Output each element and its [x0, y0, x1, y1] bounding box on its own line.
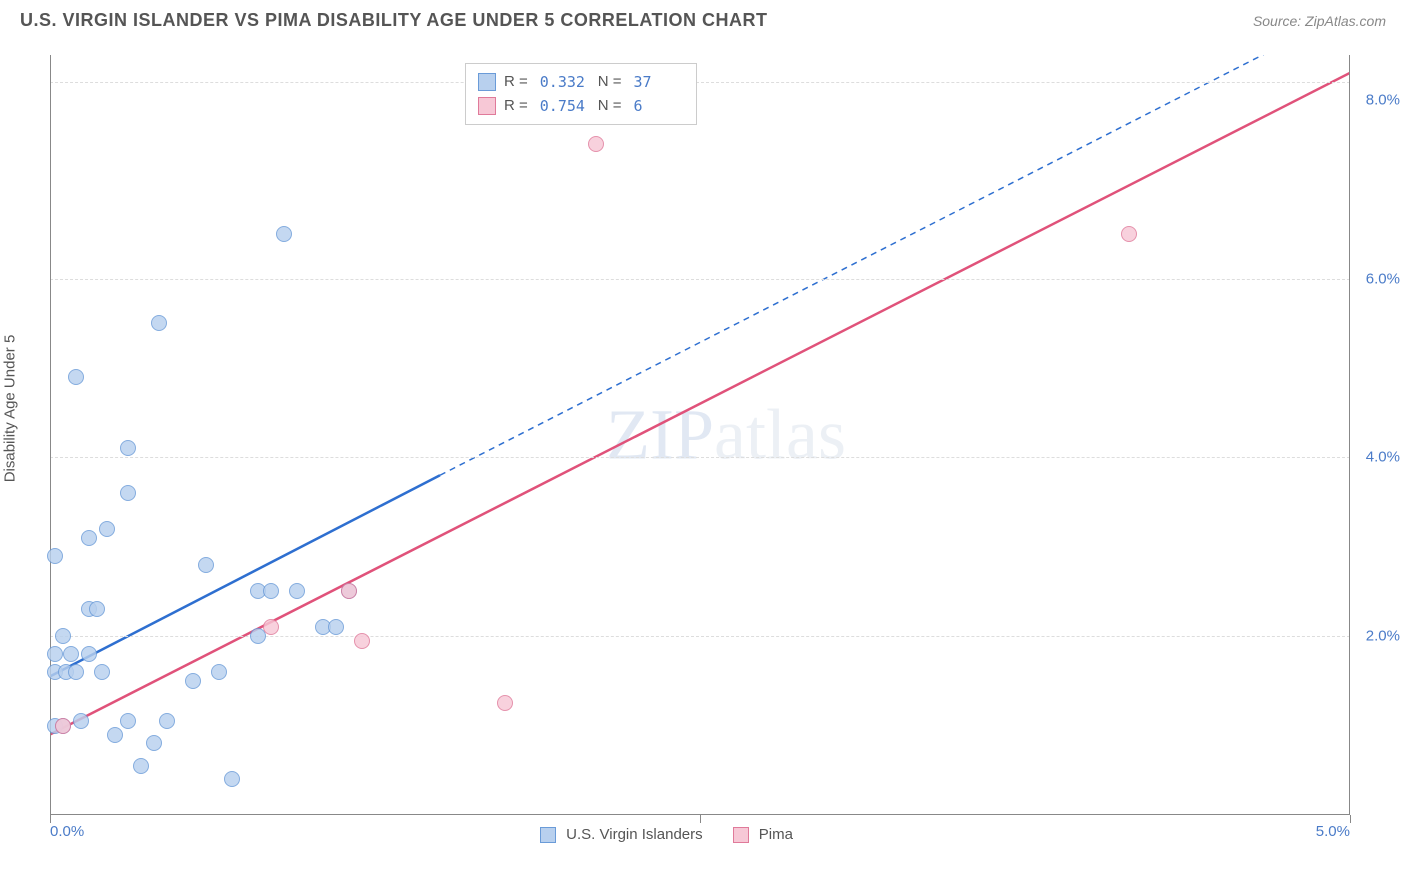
data-point — [328, 619, 344, 635]
y-axis-label: Disability Age Under 5 — [2, 335, 19, 483]
data-point — [68, 369, 84, 385]
data-point — [55, 718, 71, 734]
legend-row-series-1: R = 0.332 N = 37 — [478, 70, 684, 94]
data-point — [146, 735, 162, 751]
plot-region: ZIPatlas 2.0%4.0%6.0%8.0%0.0%5.0% — [50, 55, 1350, 815]
data-point — [99, 521, 115, 537]
swatch-series-2-icon — [733, 827, 749, 843]
legend-row-series-2: R = 0.754 N = 6 — [478, 94, 684, 118]
data-point — [120, 440, 136, 456]
r-value-2: 0.754 — [540, 94, 590, 118]
trend-lines — [50, 55, 1350, 815]
data-point — [89, 601, 105, 617]
legend-correlation: R = 0.332 N = 37 R = 0.754 N = 6 — [465, 63, 697, 125]
data-point — [198, 557, 214, 573]
data-point — [94, 664, 110, 680]
data-point — [107, 727, 123, 743]
legend-item-1: U.S. Virgin Islanders — [540, 826, 703, 843]
data-point — [159, 713, 175, 729]
data-point — [120, 713, 136, 729]
data-point — [133, 758, 149, 774]
data-point — [289, 583, 305, 599]
data-point — [55, 628, 71, 644]
header: U.S. VIRGIN ISLANDER VS PIMA DISABILITY … — [0, 0, 1406, 31]
y-tick-label: 4.0% — [1366, 449, 1400, 466]
watermark: ZIPatlas — [606, 394, 846, 477]
chart-area: ZIPatlas 2.0%4.0%6.0%8.0%0.0%5.0% R = 0.… — [50, 55, 1350, 815]
data-point — [341, 583, 357, 599]
x-tick-label: 0.0% — [50, 823, 84, 840]
data-point — [73, 713, 89, 729]
data-point — [151, 315, 167, 331]
swatch-series-2 — [478, 97, 496, 115]
x-tick-label: 5.0% — [1316, 823, 1350, 840]
data-point — [1121, 226, 1137, 242]
data-point — [120, 485, 136, 501]
data-point — [588, 136, 604, 152]
y-tick-label: 8.0% — [1366, 91, 1400, 108]
data-point — [47, 548, 63, 564]
swatch-series-1-icon — [540, 827, 556, 843]
data-point — [81, 530, 97, 546]
legend-item-2: Pima — [733, 826, 793, 843]
n-value-2: 6 — [634, 94, 684, 118]
data-point — [276, 226, 292, 242]
data-point — [68, 664, 84, 680]
data-point — [354, 633, 370, 649]
data-point — [263, 619, 279, 635]
data-point — [211, 664, 227, 680]
source-label: Source: ZipAtlas.com — [1253, 13, 1386, 29]
y-tick-label: 6.0% — [1366, 270, 1400, 287]
swatch-series-1 — [478, 73, 496, 91]
data-point — [81, 646, 97, 662]
y-tick-label: 2.0% — [1366, 628, 1400, 645]
data-point — [47, 646, 63, 662]
n-value-1: 37 — [634, 70, 684, 94]
r-value-1: 0.332 — [540, 70, 590, 94]
legend-bottom: U.S. Virgin Islanders Pima — [540, 826, 793, 843]
data-point — [224, 771, 240, 787]
chart-title: U.S. VIRGIN ISLANDER VS PIMA DISABILITY … — [20, 10, 768, 31]
data-point — [185, 673, 201, 689]
data-point — [497, 695, 513, 711]
data-point — [263, 583, 279, 599]
data-point — [63, 646, 79, 662]
